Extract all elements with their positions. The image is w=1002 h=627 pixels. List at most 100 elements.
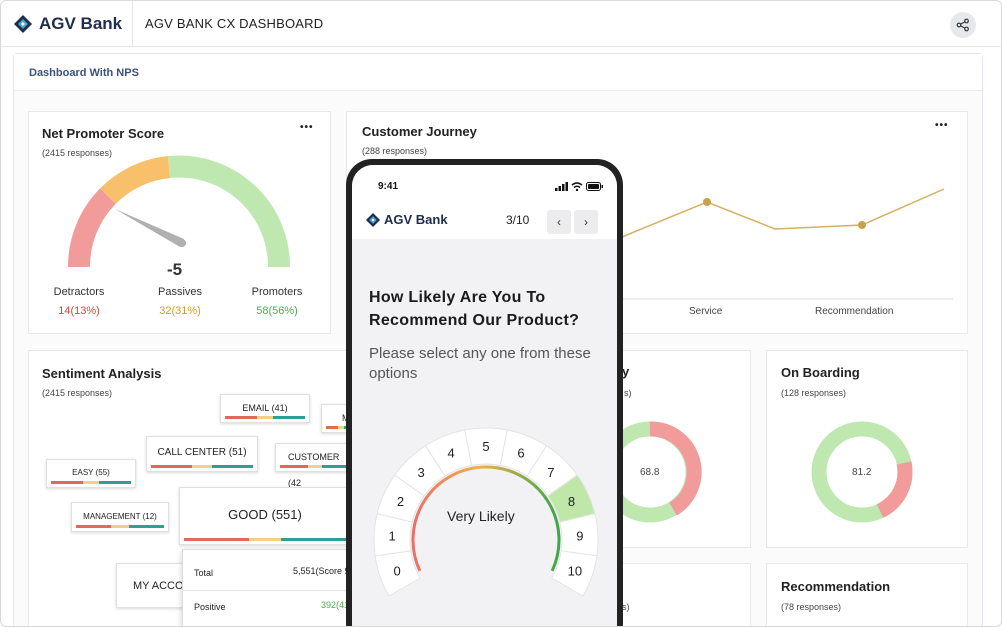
onboarding-responses: (128 responses) [781, 388, 847, 398]
journey-x-label-recommendation: Recommendation [815, 306, 894, 317]
sentiment-tag-good[interactable]: GOOD (551) [179, 487, 351, 545]
wifi-icon [571, 182, 583, 191]
top-bar: AGV Bank AGV BANK CX DASHBOARD [1, 1, 1001, 47]
rating-option-label: 1 [388, 529, 395, 544]
journey-responses: (288 responses) [362, 146, 428, 156]
journey-point-recommendation[interactable] [858, 221, 866, 229]
tag-label: CUSTOMER (42 [288, 452, 340, 488]
recommendation-title: Recommendation [781, 579, 891, 594]
question-pager: 3/10 [506, 213, 530, 227]
phone-screen: 9:41 [352, 165, 617, 627]
rating-option-label: 10 [568, 564, 582, 579]
nps-responses: (2415 responses) [42, 148, 113, 158]
selected-rating-label: Very Likely [447, 508, 515, 524]
nps-needle [115, 209, 184, 247]
chevron-right-icon: › [584, 215, 588, 229]
share-button[interactable] [950, 12, 976, 38]
tag-label: M [342, 413, 350, 423]
sentiment-bar [280, 465, 350, 468]
passives-label: Passives [157, 286, 203, 298]
journey-line-chart [616, 188, 953, 300]
rating-option-label: 9 [576, 529, 583, 544]
phone-mockup: 9:41 [346, 159, 623, 627]
dashboard-header: Dashboard With NPS [14, 54, 982, 91]
sentiment-bar [76, 525, 164, 528]
nps-score: -5 [167, 260, 183, 279]
recommendation-responses: (78 responses) [781, 602, 842, 612]
sentiment-tag-email[interactable]: EMAIL (41) [220, 394, 310, 423]
partial-card-sub: s) [624, 388, 632, 398]
page-title: AGV BANK CX DASHBOARD [145, 16, 324, 31]
passives-value: 32(31%) [159, 305, 201, 317]
diamond-logo-icon [14, 15, 32, 33]
sentiment-tag-management[interactable]: MANAGEMENT (12) [71, 502, 169, 532]
sentiment-bar [326, 426, 356, 429]
tag-label: MY ACCO [133, 580, 184, 592]
sentiment-tag-customer[interactable]: CUSTOMER (42 [275, 443, 355, 488]
tag-label: CALL CENTER (51) [157, 447, 247, 458]
sentiment-tag-call-center[interactable]: CALL CENTER (51) [146, 436, 258, 472]
partial-donut-value: 68.8 [640, 467, 660, 478]
rating-option-10[interactable] [551, 550, 598, 597]
onboarding-donut-value: 81.2 [852, 467, 872, 478]
sentiment-tag-easy[interactable]: EASY (55) [46, 459, 136, 488]
detractors-value: 14(13%) [58, 305, 100, 317]
recommendation-card: Recommendation (78 responses) [766, 563, 968, 626]
tag-label: GOOD (551) [228, 507, 302, 522]
journey-menu-button[interactable]: ••• [935, 120, 949, 131]
nps-menu-button[interactable]: ••• [300, 122, 314, 133]
tag-label: EMAIL (41) [242, 403, 288, 413]
rating-option-label: 2 [397, 494, 404, 509]
status-time: 9:41 [378, 181, 399, 192]
onboarding-card: On Boarding (128 responses) 81.2 [766, 350, 968, 548]
sentiment-bar [184, 538, 346, 541]
battery-icon [586, 182, 603, 191]
journey-x-label-service: Service [689, 306, 723, 317]
tooltip-total-value: 5,551(Score 9.2) [292, 566, 360, 576]
sentiment-bar [151, 465, 253, 468]
rating-option-label: 6 [517, 446, 524, 461]
tooltip-positive-label: Positive [194, 602, 226, 612]
share-icon [956, 18, 969, 32]
nps-title: Net Promoter Score [42, 126, 165, 141]
sentiment-bar [51, 481, 131, 484]
rating-option-label: 0 [394, 564, 401, 579]
prev-question-button[interactable]: ‹ [547, 210, 571, 234]
promoters-label: Promoters [251, 286, 303, 298]
journey-point-service[interactable] [703, 198, 711, 206]
signal-icon [555, 182, 568, 191]
survey-question: How Likely Are You To Recommend Our Prod… [369, 289, 580, 329]
onboarding-title: On Boarding [781, 365, 860, 380]
promoters-value: 58(56%) [256, 305, 298, 317]
tooltip-total-label: Total [194, 568, 214, 578]
tooltip-divider [183, 590, 363, 591]
partial-card-bottom-sub: s) [622, 602, 630, 612]
nps-gauge [67, 155, 291, 268]
next-question-button[interactable]: › [574, 210, 598, 234]
diamond-logo-icon [366, 213, 380, 227]
rating-option-label: 7 [547, 465, 554, 480]
sentiment-responses: (2415 responses) [42, 388, 113, 398]
rating-progress-arc [411, 465, 561, 572]
brand-name: AGV Bank [39, 14, 123, 33]
rating-option-label: 4 [447, 446, 454, 461]
sentiment-title: Sentiment Analysis [42, 366, 162, 381]
sentiment-tag-my-account[interactable]: MY ACCO [116, 563, 186, 608]
rating-option-label: 8 [568, 494, 575, 509]
rating-option-label: 5 [482, 439, 489, 454]
tag-label: MANAGEMENT (12) [83, 512, 157, 521]
journey-title: Customer Journey [362, 124, 477, 139]
chevron-left-icon: ‹ [557, 215, 561, 229]
tag-label: EASY (55) [72, 468, 110, 477]
brand-logo[interactable]: AGV Bank [1, 1, 133, 47]
sentiment-bar [225, 416, 305, 419]
nps-card: Net Promoter Score (2415 responses) ••• … [28, 111, 331, 334]
onboarding-donut [811, 421, 913, 523]
app-header: AGV Bank 3/10 ‹ › [352, 205, 617, 239]
dashboard-section-title: Dashboard With NPS [29, 67, 139, 79]
detractors-label: Detractors [53, 286, 105, 298]
partial-card-title: y [622, 364, 630, 379]
app-brand-name: AGV Bank [384, 212, 448, 227]
